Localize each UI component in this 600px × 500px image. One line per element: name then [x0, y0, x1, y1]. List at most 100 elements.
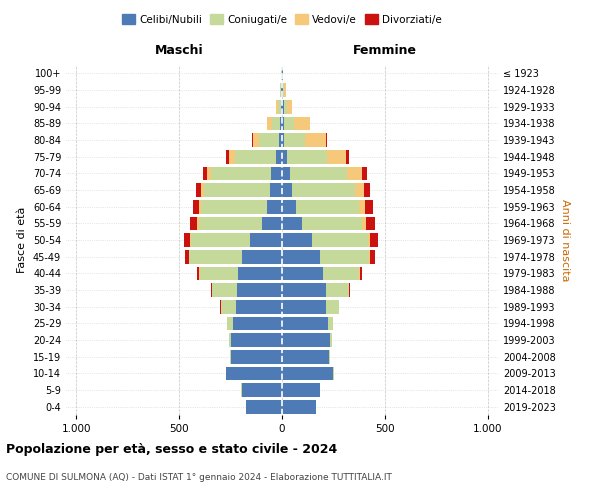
Bar: [320, 250, 370, 264]
Bar: [233, 316, 282, 330]
Bar: [282, 383, 320, 397]
Bar: [347, 166, 362, 180]
Bar: [292, 183, 355, 197]
Bar: [237, 283, 282, 297]
Bar: [242, 383, 282, 397]
Bar: [323, 266, 359, 280]
Y-axis label: Fasce di età: Fasce di età: [17, 207, 27, 273]
Bar: [346, 150, 349, 164]
Bar: [226, 366, 282, 380]
Bar: [368, 233, 370, 247]
Bar: [328, 316, 333, 330]
Text: Maschi: Maschi: [155, 44, 203, 57]
Bar: [312, 233, 368, 247]
Bar: [193, 200, 199, 213]
Bar: [370, 233, 377, 247]
Bar: [349, 283, 350, 297]
Bar: [282, 250, 320, 264]
Bar: [370, 250, 374, 264]
Bar: [302, 216, 362, 230]
Text: COMUNE DI SULMONA (AQ) - Dati ISTAT 1° gennaio 2024 - Elaborazione TUTTITALIA.IT: COMUNE DI SULMONA (AQ) - Dati ISTAT 1° g…: [6, 472, 392, 482]
Bar: [236, 300, 282, 314]
Bar: [282, 83, 283, 97]
Bar: [282, 300, 326, 314]
Bar: [201, 183, 204, 197]
Bar: [282, 183, 292, 197]
Bar: [259, 133, 279, 147]
Bar: [282, 266, 323, 280]
Bar: [276, 150, 282, 164]
Bar: [282, 400, 316, 413]
Bar: [287, 150, 326, 164]
Bar: [278, 100, 281, 114]
Bar: [326, 133, 327, 147]
Bar: [284, 100, 287, 114]
Bar: [360, 266, 362, 280]
Bar: [252, 133, 253, 147]
Bar: [197, 266, 199, 280]
Bar: [230, 350, 282, 364]
Text: Femmine: Femmine: [353, 44, 417, 57]
Bar: [253, 133, 259, 147]
Bar: [199, 216, 262, 230]
Bar: [199, 200, 201, 213]
Bar: [364, 183, 370, 197]
Bar: [281, 100, 282, 114]
Bar: [326, 283, 349, 297]
Bar: [281, 83, 282, 97]
Bar: [355, 183, 364, 197]
Bar: [204, 183, 269, 197]
Bar: [269, 183, 282, 197]
Bar: [220, 300, 221, 314]
Bar: [326, 150, 346, 164]
Bar: [207, 166, 211, 180]
Bar: [365, 200, 373, 213]
Bar: [246, 400, 282, 413]
Bar: [266, 200, 282, 213]
Y-axis label: Anni di nascita: Anni di nascita: [560, 198, 569, 281]
Bar: [280, 116, 282, 130]
Bar: [184, 233, 190, 247]
Bar: [211, 166, 271, 180]
Bar: [282, 366, 334, 380]
Bar: [282, 233, 312, 247]
Bar: [282, 283, 326, 297]
Bar: [326, 300, 338, 314]
Bar: [226, 150, 229, 164]
Bar: [282, 316, 328, 330]
Bar: [367, 216, 374, 230]
Bar: [196, 183, 201, 197]
Bar: [305, 133, 326, 147]
Bar: [242, 250, 282, 264]
Bar: [284, 116, 295, 130]
Bar: [185, 250, 189, 264]
Bar: [284, 83, 286, 97]
Bar: [200, 266, 238, 280]
Bar: [295, 116, 310, 130]
Bar: [189, 250, 190, 264]
Legend: Celibi/Nubili, Coniugati/e, Vedovi/e, Divorziati/e: Celibi/Nubili, Coniugati/e, Vedovi/e, Di…: [118, 10, 446, 29]
Bar: [282, 133, 284, 147]
Bar: [282, 66, 283, 80]
Bar: [221, 300, 236, 314]
Bar: [267, 116, 272, 130]
Bar: [203, 166, 207, 180]
Bar: [282, 333, 331, 347]
Bar: [272, 116, 280, 130]
Bar: [197, 216, 199, 230]
Bar: [212, 283, 237, 297]
Bar: [282, 150, 287, 164]
Bar: [230, 333, 282, 347]
Bar: [282, 100, 284, 114]
Bar: [282, 350, 329, 364]
Text: Popolazione per età, sesso e stato civile - 2024: Popolazione per età, sesso e stato civil…: [6, 442, 337, 456]
Bar: [211, 283, 212, 297]
Bar: [284, 133, 305, 147]
Bar: [282, 116, 284, 130]
Bar: [235, 150, 276, 164]
Bar: [362, 166, 367, 180]
Bar: [359, 200, 365, 213]
Bar: [201, 200, 266, 213]
Bar: [296, 200, 359, 213]
Bar: [282, 216, 302, 230]
